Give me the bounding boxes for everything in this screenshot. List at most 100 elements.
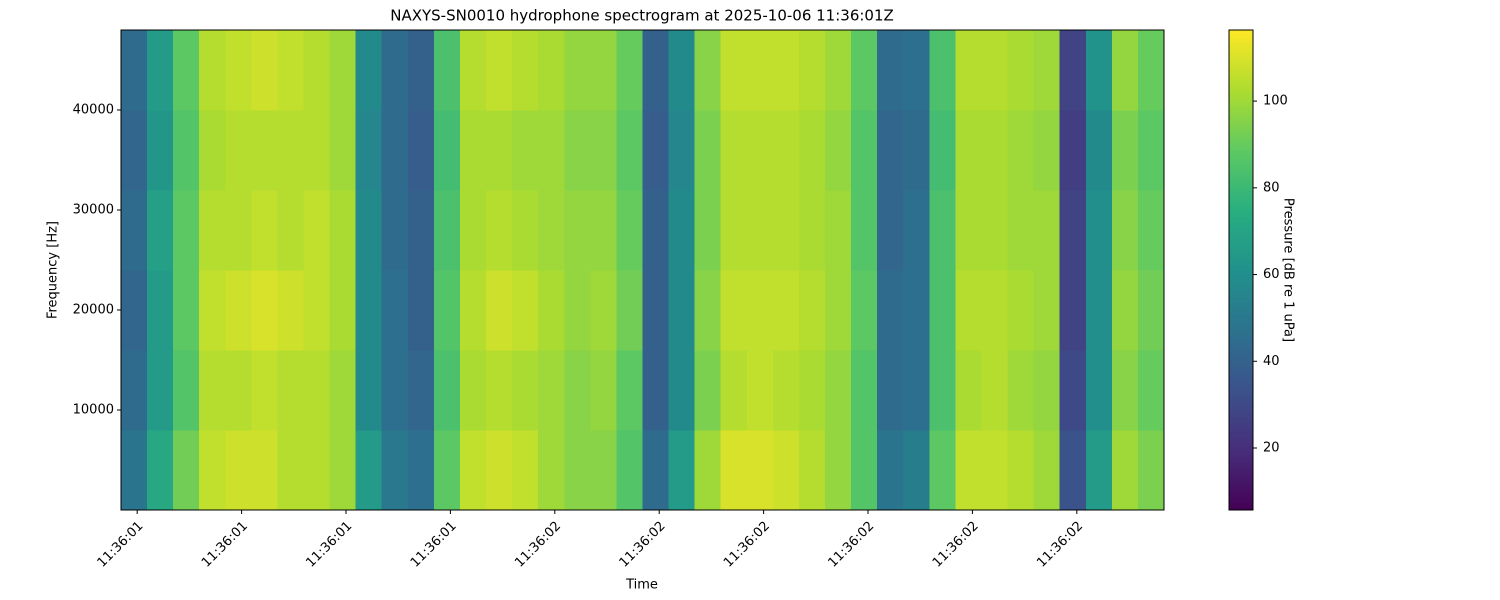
heatmap-cell xyxy=(486,430,513,511)
colorbar-segment xyxy=(1229,418,1253,423)
heatmap-cell xyxy=(329,270,357,351)
colorbar-segment xyxy=(1229,226,1253,231)
heatmap-cell xyxy=(825,30,852,111)
colorbar-segment xyxy=(1229,234,1253,239)
colorbar-segment xyxy=(1229,406,1253,411)
heatmap-cell xyxy=(981,430,1009,511)
colorbar-segment xyxy=(1229,330,1253,335)
colorbar-segment xyxy=(1229,378,1253,383)
heatmap-cell xyxy=(981,110,1009,191)
colorbar-segment xyxy=(1229,454,1253,459)
y-tick-label: 40000 xyxy=(73,103,114,118)
heatmap-cell xyxy=(981,350,1009,431)
y-tick-label: 30000 xyxy=(73,203,114,218)
colorbar-segment xyxy=(1229,498,1253,503)
heatmap-cell xyxy=(1085,270,1113,351)
colorbar-segment xyxy=(1229,170,1253,175)
heatmap-cell xyxy=(616,110,644,191)
heatmap-cell xyxy=(564,110,591,191)
heatmap-cell xyxy=(329,190,357,271)
heatmap-cell xyxy=(277,110,305,191)
colorbar-segment xyxy=(1229,222,1253,227)
heatmap-cell xyxy=(277,350,305,431)
heatmap-cell xyxy=(1007,350,1035,431)
heatmap-cell xyxy=(929,30,956,111)
colorbar-segment xyxy=(1229,198,1253,203)
colorbar-segment xyxy=(1229,150,1253,155)
heatmap-cell xyxy=(903,350,930,431)
x-tick-label: 11:36:01 xyxy=(303,519,355,571)
heatmap-cell xyxy=(355,270,383,351)
heatmap-cell xyxy=(746,430,774,511)
heatmap-cell xyxy=(1137,430,1165,511)
colorbar-segment xyxy=(1229,50,1253,55)
heatmap-cell xyxy=(668,30,696,111)
x-tick-label: 11:36:02 xyxy=(617,519,669,571)
colorbar-segment xyxy=(1229,238,1253,243)
colorbar-segment xyxy=(1229,270,1253,275)
colorbar-segment xyxy=(1229,110,1253,115)
heatmap-cell xyxy=(616,430,644,511)
heatmap-cell xyxy=(303,430,331,511)
heatmap-cell xyxy=(486,110,513,191)
heatmap-cell xyxy=(147,30,174,111)
heatmap-cell xyxy=(251,430,279,511)
heatmap-cell xyxy=(772,270,800,351)
heatmap-cell xyxy=(798,110,826,191)
heatmap-cell xyxy=(798,270,826,351)
heatmap-cell xyxy=(564,430,591,511)
heatmap-cell xyxy=(1007,110,1035,191)
heatmap-cell xyxy=(590,110,617,191)
colorbar-segment xyxy=(1229,250,1253,255)
heatmap-cell xyxy=(955,190,983,271)
colorbar-segment xyxy=(1229,426,1253,431)
heatmap-cell xyxy=(981,270,1009,351)
colorbar-segment xyxy=(1229,126,1253,131)
x-tick-label: 11:36:02 xyxy=(1034,519,1086,571)
colorbar-segment xyxy=(1229,210,1253,215)
colorbar-segment xyxy=(1229,282,1253,287)
heatmap-cell xyxy=(798,430,826,511)
colorbar-segment xyxy=(1229,242,1253,247)
heatmap-cell xyxy=(955,30,983,111)
colorbar-segment xyxy=(1229,482,1253,487)
colorbar-segment xyxy=(1229,138,1253,143)
heatmap-cell xyxy=(121,190,148,271)
heatmap-cell xyxy=(512,270,539,351)
heatmap-cell xyxy=(173,270,200,351)
colorbar-segment xyxy=(1229,70,1253,75)
heatmap-cell xyxy=(564,30,591,111)
heatmap-cell xyxy=(355,430,383,511)
colorbar-segment xyxy=(1229,470,1253,475)
colorbar-segment xyxy=(1229,182,1253,187)
x-tick-label: 11:36:02 xyxy=(512,519,564,571)
heatmap-cell xyxy=(381,110,409,191)
x-tick-label: 11:36:02 xyxy=(825,519,877,571)
heatmap-cell xyxy=(877,30,904,111)
heatmap-cell xyxy=(329,30,357,111)
heatmap-cell xyxy=(199,110,226,191)
colorbar-segment xyxy=(1229,266,1253,271)
colorbar-segment xyxy=(1229,166,1253,171)
colorbar-segment xyxy=(1229,94,1253,99)
heatmap-cell xyxy=(329,350,357,431)
heatmap-cell xyxy=(1137,350,1165,431)
colorbar-segment xyxy=(1229,422,1253,427)
heatmap-cell xyxy=(1033,110,1061,191)
colorbar-segment xyxy=(1229,486,1253,491)
heatmap-cell xyxy=(955,430,983,511)
heatmap-cell xyxy=(277,30,305,111)
heatmap-cell xyxy=(642,350,670,431)
heatmap-cell xyxy=(199,430,226,511)
heatmap-cell xyxy=(642,190,670,271)
heatmap-cell xyxy=(1137,190,1165,271)
heatmap-cell xyxy=(355,350,383,431)
colorbar-segment xyxy=(1229,34,1253,39)
heatmap-cell xyxy=(460,110,487,191)
heatmap-cell xyxy=(225,30,252,111)
heatmap-cell xyxy=(225,190,252,271)
heatmap-cell xyxy=(407,270,435,351)
heatmap-cell xyxy=(877,350,904,431)
heatmap-cell xyxy=(616,30,644,111)
